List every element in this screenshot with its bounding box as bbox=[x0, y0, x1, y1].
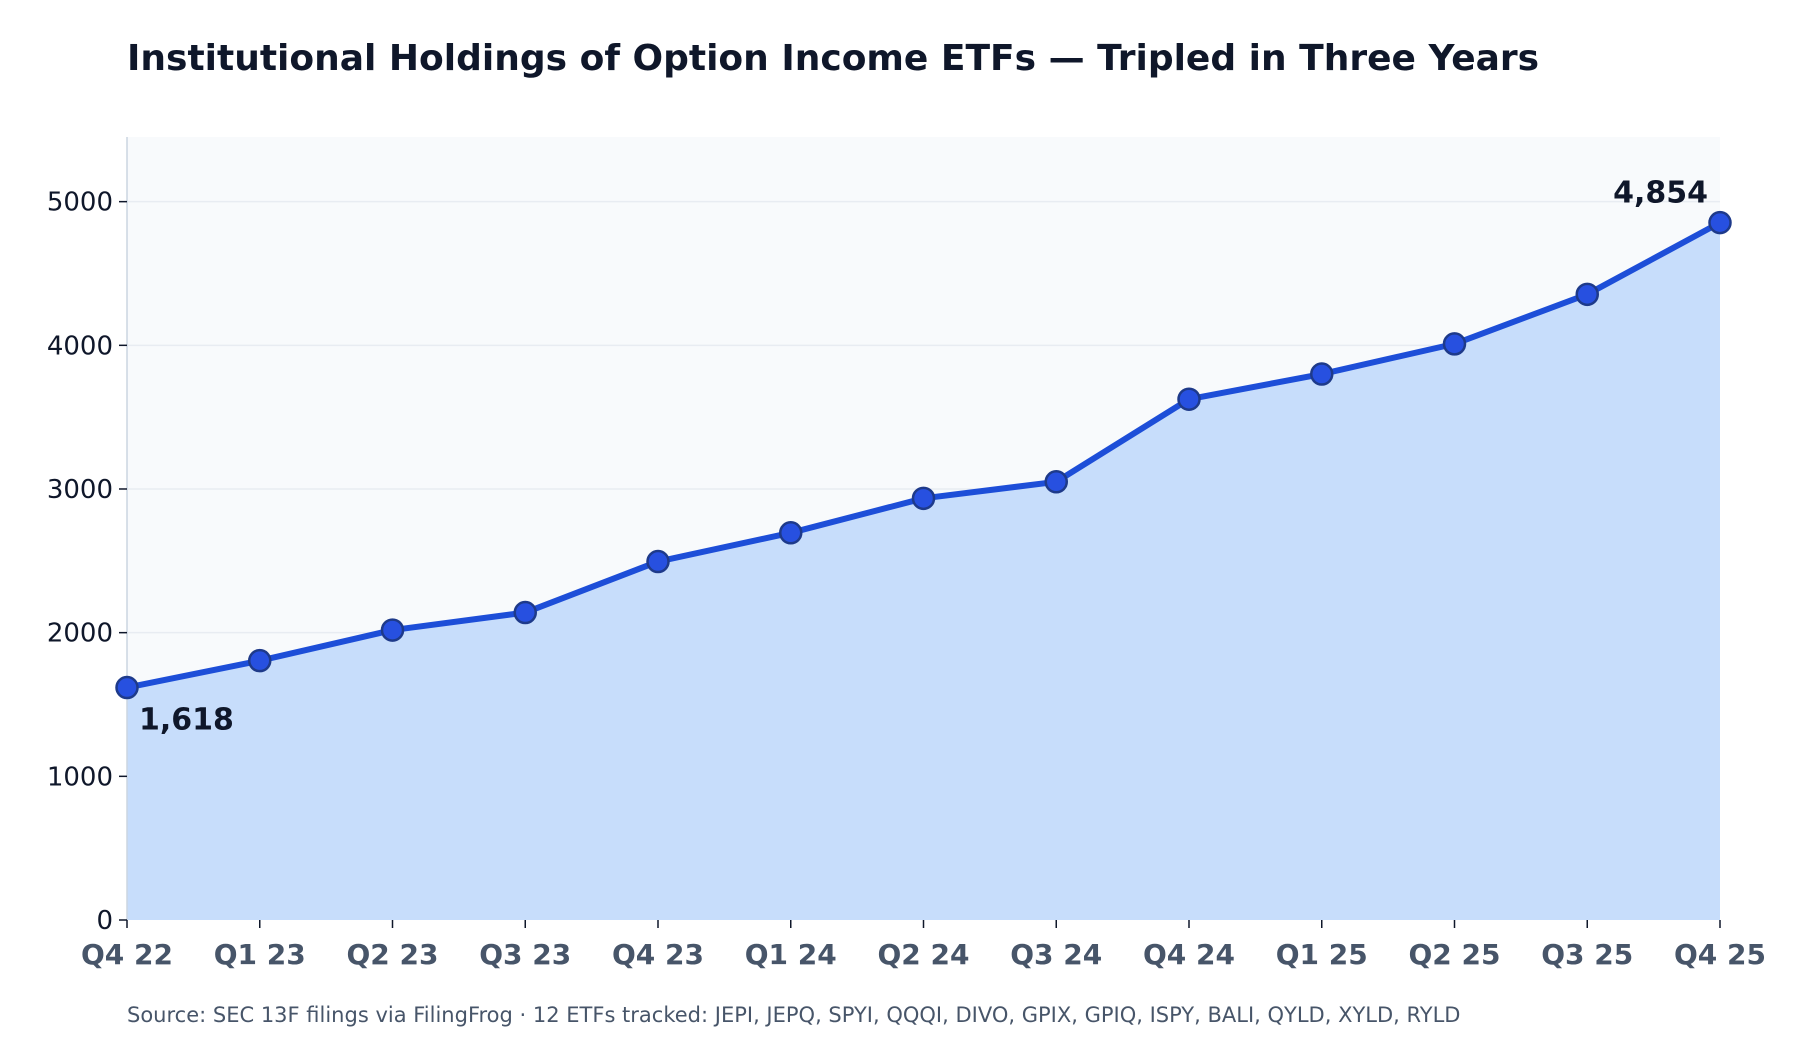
x-tick-label: Q1 23 bbox=[214, 938, 306, 971]
y-tick-label: 0 bbox=[96, 906, 113, 936]
x-tick-label: Q2 23 bbox=[347, 938, 439, 971]
x-tick-label: Q4 25 bbox=[1674, 938, 1766, 971]
x-tick-label: Q4 23 bbox=[612, 938, 704, 971]
data-point bbox=[115, 675, 139, 700]
data-point bbox=[1442, 332, 1467, 356]
x-tick-label: Q4 22 bbox=[81, 938, 173, 971]
data-label: 4,854 bbox=[1613, 176, 1708, 211]
data-point bbox=[646, 549, 670, 574]
data-point bbox=[1310, 362, 1334, 386]
data-labels: 1,618 4,854 bbox=[139, 176, 1708, 738]
y-axis-ticks: 0 1000 2000 3000 4000 5000 bbox=[47, 188, 127, 936]
x-tick-label: Q2 24 bbox=[878, 938, 970, 971]
data-point bbox=[779, 521, 803, 545]
x-tick-label: Q3 24 bbox=[1010, 938, 1102, 971]
source-note: Source: SEC 13F filings via FilingFrog ·… bbox=[127, 1003, 1461, 1027]
y-tick-label: 2000 bbox=[47, 619, 113, 649]
chart-title: Institutional Holdings of Option Income … bbox=[127, 38, 1540, 79]
data-label: 1,618 bbox=[139, 703, 234, 738]
y-tick-label: 4000 bbox=[47, 331, 113, 361]
x-tick-label: Q3 25 bbox=[1541, 938, 1633, 971]
x-tick-label: Q1 24 bbox=[745, 938, 837, 971]
data-point bbox=[911, 486, 936, 511]
x-tick-label: Q4 24 bbox=[1143, 938, 1235, 971]
x-tick-label: Q3 23 bbox=[479, 938, 571, 971]
series-points bbox=[115, 210, 1732, 700]
data-point bbox=[380, 618, 405, 642]
data-point bbox=[513, 600, 537, 625]
data-point bbox=[1177, 387, 1201, 411]
x-tick-label: Q1 25 bbox=[1276, 938, 1368, 971]
data-point bbox=[1044, 470, 1068, 494]
y-tick-label: 1000 bbox=[47, 762, 113, 792]
data-point bbox=[248, 648, 272, 673]
y-tick-label: 3000 bbox=[47, 475, 113, 505]
y-tick-label: 5000 bbox=[47, 188, 113, 218]
x-tick-label: Q2 25 bbox=[1409, 938, 1501, 971]
x-axis-ticks: Q4 22 Q1 23 Q2 23 Q3 23 Q4 23 Q1 24 Q2 24 Q3 24… bbox=[81, 920, 1766, 971]
series-area bbox=[127, 222, 1720, 921]
data-point bbox=[1708, 210, 1732, 235]
data-point bbox=[1575, 282, 1599, 307]
